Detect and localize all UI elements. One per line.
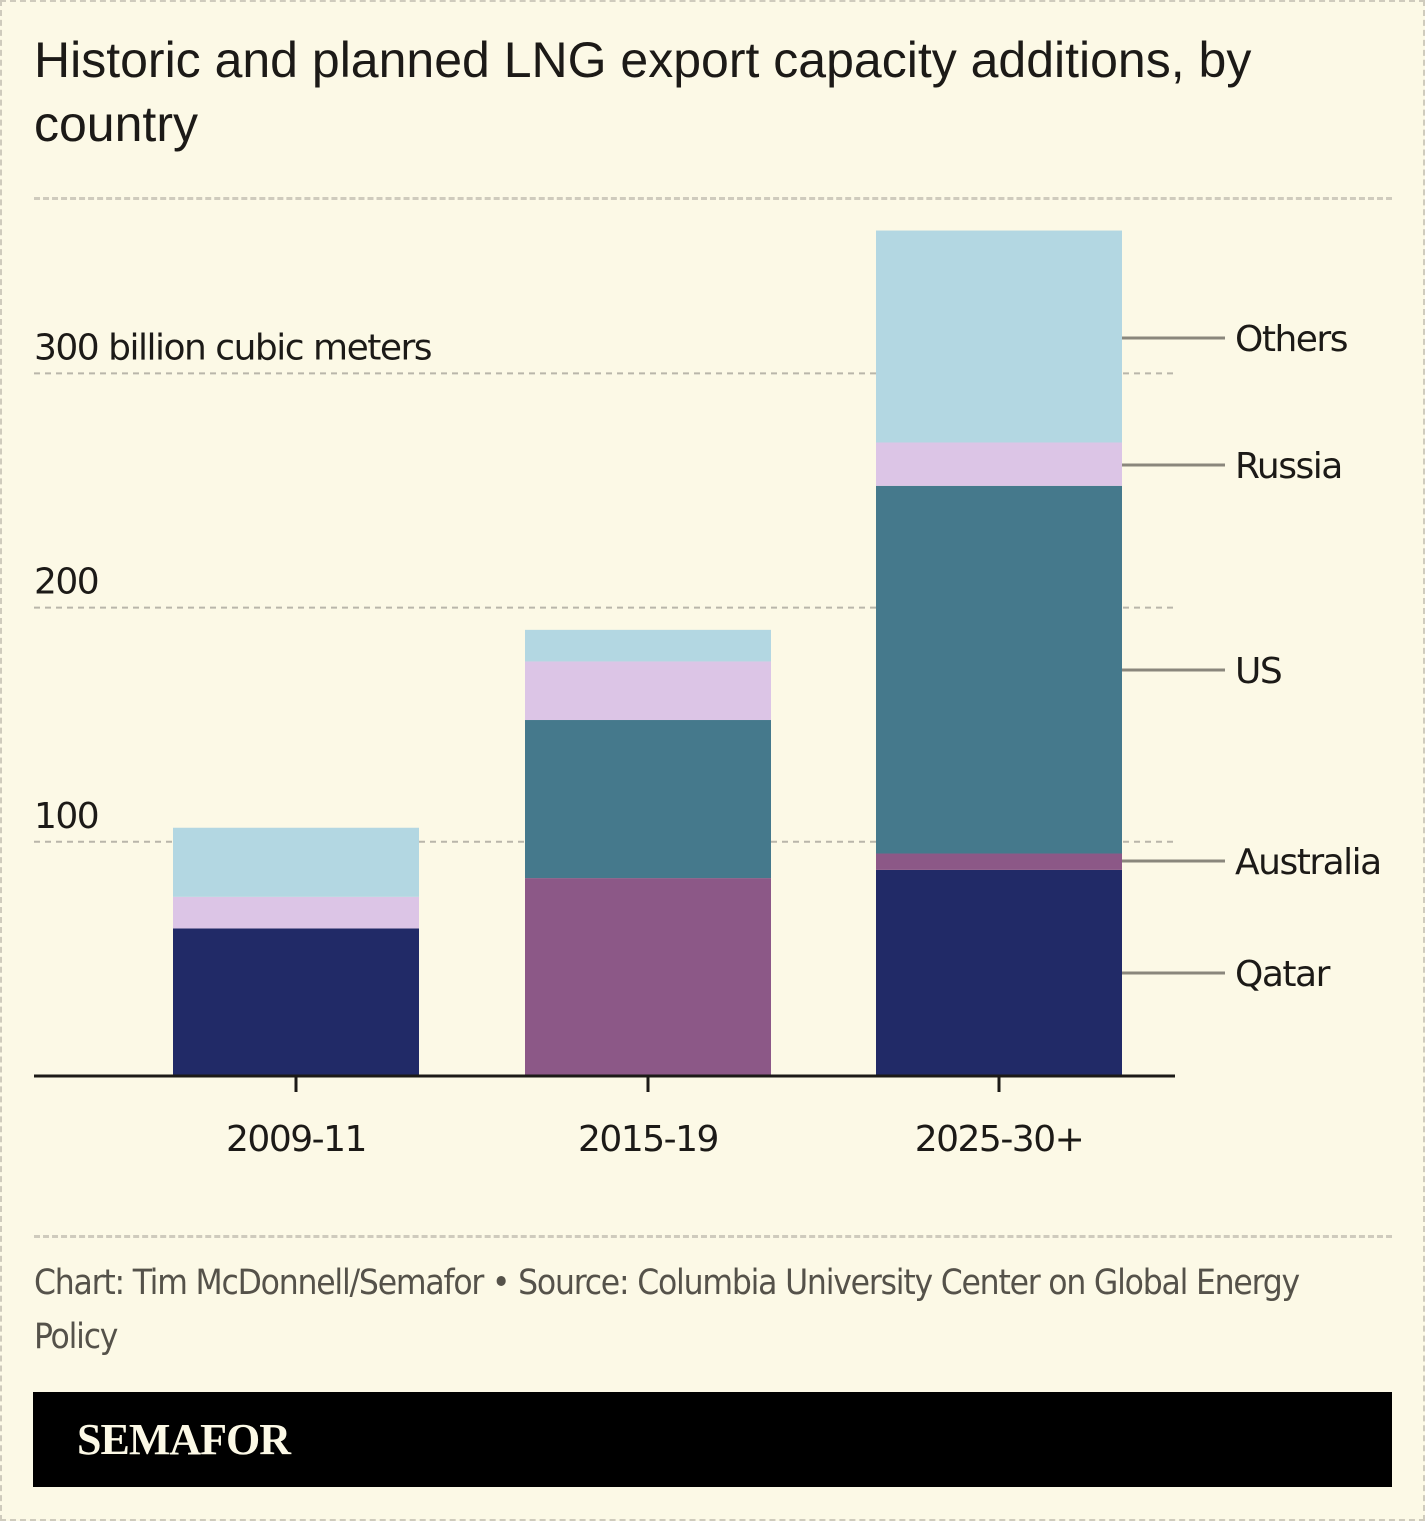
legend-label: Russia xyxy=(1235,446,1342,487)
x-tick-label: 2025-30+ xyxy=(915,1119,1084,1160)
x-tick-label: 2015-19 xyxy=(578,1119,718,1160)
chart-title: Historic and planned LNG export capacity… xyxy=(34,32,1252,152)
bar-segment-qatar xyxy=(876,869,1122,1076)
title-divider xyxy=(34,197,1392,200)
footer-divider xyxy=(34,1235,1392,1238)
source-note: Chart: Tim McDonnell/Semafor • Source: C… xyxy=(34,1263,1300,1357)
y-tick-label: 100 xyxy=(34,796,98,837)
bar-segment-us xyxy=(525,720,771,879)
legend-label: US xyxy=(1235,651,1281,692)
bar-segment-others xyxy=(876,230,1122,443)
bar-segment-australia xyxy=(525,878,771,1076)
y-tick-label: 200 xyxy=(34,562,98,603)
bar-segment-russia xyxy=(876,442,1122,486)
legend-label: Qatar xyxy=(1235,954,1331,995)
bar-segment-australia xyxy=(876,853,1122,870)
brand-bar: SEMAFOR xyxy=(33,1392,1392,1487)
bar-segment-russia xyxy=(525,661,771,721)
brand-logo: SEMAFOR xyxy=(77,1415,291,1464)
bar-segment-us xyxy=(876,485,1122,854)
bar-segment-others xyxy=(525,629,771,662)
legend-label: Australia xyxy=(1235,842,1381,883)
bar-segment-russia xyxy=(173,896,419,929)
y-tick-label: 300 billion cubic meters xyxy=(34,327,431,368)
x-tick-label: 2009-11 xyxy=(226,1119,366,1160)
bar-segment-others xyxy=(173,827,419,897)
legend-label: Others xyxy=(1235,319,1347,360)
bar-segment-qatar xyxy=(173,928,419,1076)
